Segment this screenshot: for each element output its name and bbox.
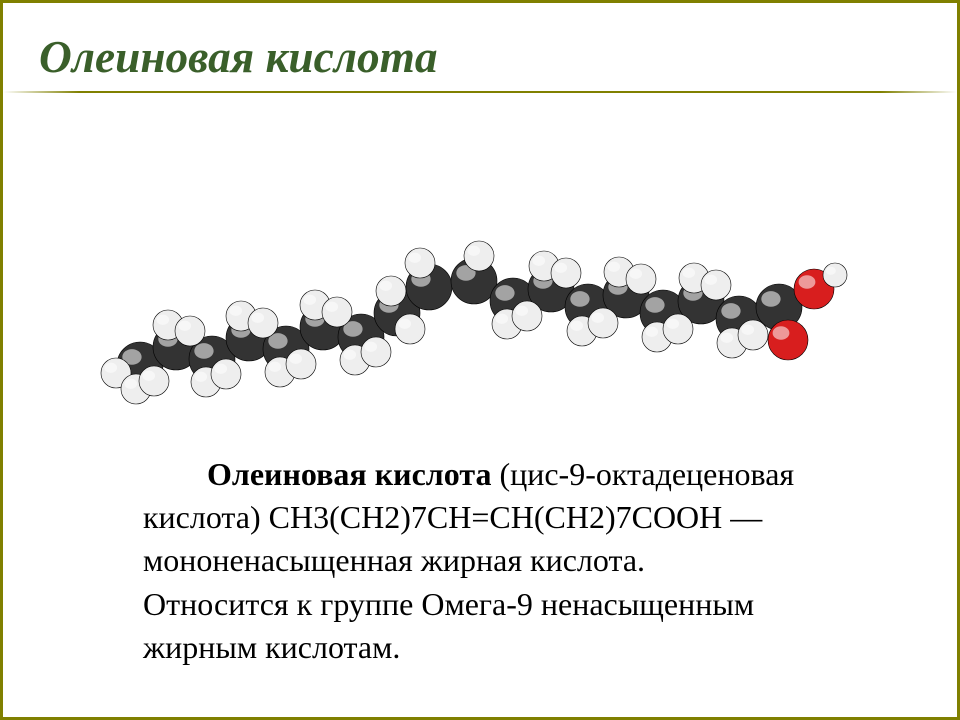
body-line-1-rest: (цис-9-октадеценовая [491, 456, 794, 492]
molecule-figure [3, 133, 957, 413]
compound-name-bold: Олеиновая кислота [207, 456, 491, 492]
body-line-1: Олеиновая кислота (цис-9-октадеценовая [143, 453, 897, 496]
oleic-acid-model [50, 133, 910, 413]
body-line-5: жирным кислотам. [143, 626, 897, 669]
body-line-4: Относится к группе Омега-9 ненасыщенным [143, 583, 897, 626]
page-title: Олеиновая кислота [39, 31, 438, 83]
body-paragraph: Олеиновая кислота (цис-9-октадеценовая к… [143, 453, 897, 669]
body-line-3: мононенасыщенная жирная кислота. [143, 539, 897, 582]
body-line-2: кислота) CH3(CH2)7CH=CH(CH2)7COOH — [143, 496, 897, 539]
title-underline [3, 91, 957, 93]
